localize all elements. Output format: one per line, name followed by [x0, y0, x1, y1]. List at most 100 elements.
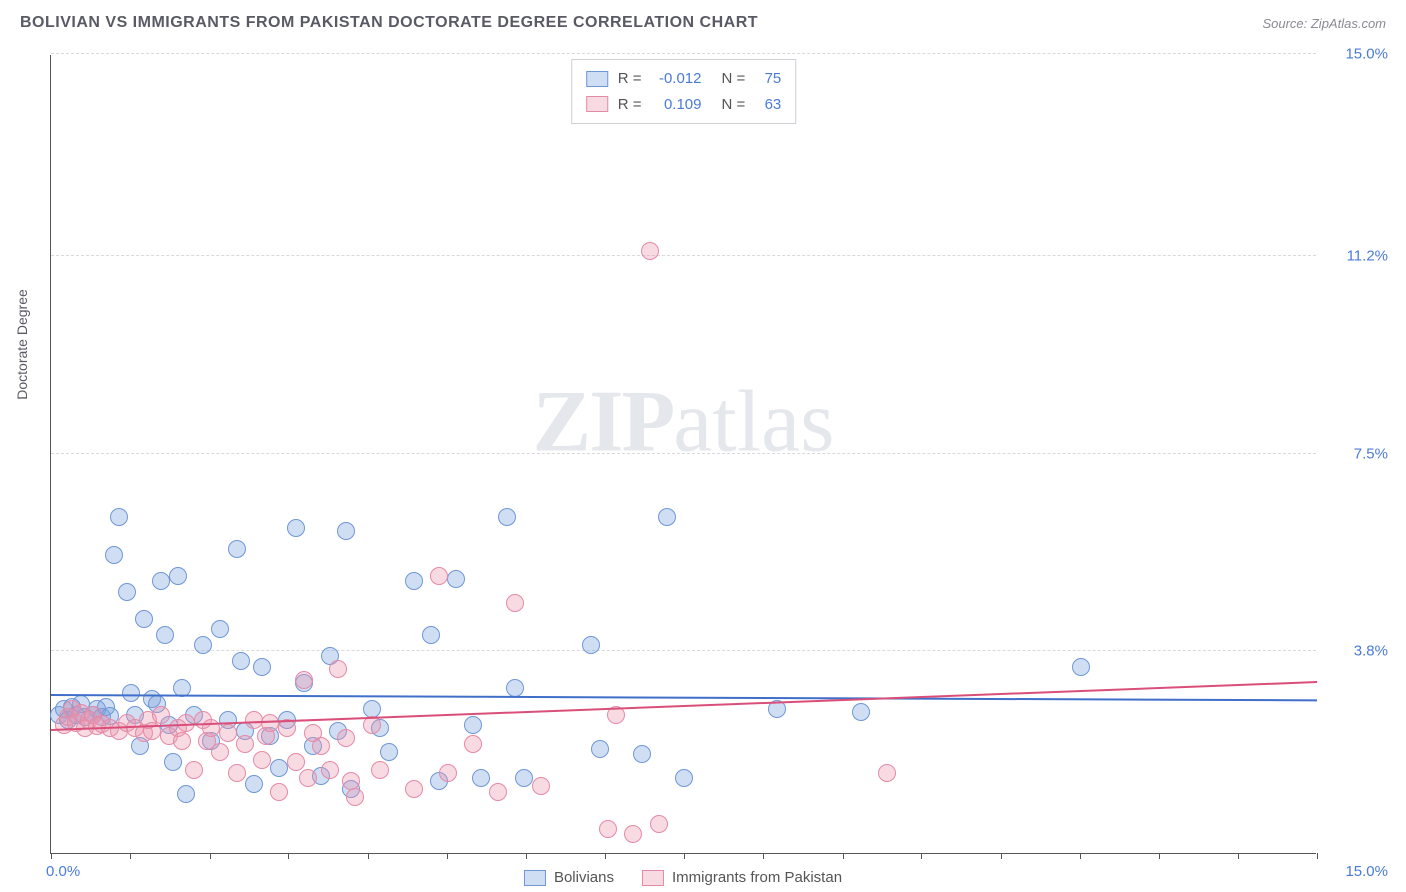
x-tick-mark: [1317, 853, 1318, 859]
data-point: [253, 658, 271, 676]
data-point: [299, 769, 317, 787]
data-point: [337, 522, 355, 540]
data-point: [650, 815, 668, 833]
data-point: [430, 567, 448, 585]
gridline: [51, 53, 1316, 54]
data-point: [878, 764, 896, 782]
x-tick-mark: [1159, 853, 1160, 859]
correlation-legend: R =-0.012N =75R =0.109N =63: [571, 59, 797, 124]
data-point: [464, 735, 482, 753]
data-point: [506, 679, 524, 697]
x-tick-min: 0.0%: [46, 863, 80, 880]
x-tick-mark: [447, 853, 448, 859]
x-tick-mark: [1001, 853, 1002, 859]
data-point: [228, 764, 246, 782]
x-tick-mark: [368, 853, 369, 859]
data-point: [346, 788, 364, 806]
data-point: [405, 780, 423, 798]
scatter-plot: ZIPatlas R =-0.012N =75R =0.109N =63 3.8…: [50, 55, 1316, 854]
data-point: [152, 706, 170, 724]
data-point: [232, 652, 250, 670]
data-point: [321, 761, 339, 779]
data-point: [515, 769, 533, 787]
data-point: [211, 743, 229, 761]
x-tick-mark: [763, 853, 764, 859]
x-tick-mark: [921, 853, 922, 859]
legend-row: R =-0.012N =75: [586, 66, 782, 92]
data-point: [245, 775, 263, 793]
series-legend: Bolivians Immigrants from Pakistan: [524, 869, 842, 886]
data-point: [177, 785, 195, 803]
data-point: [185, 761, 203, 779]
legend-swatch: [524, 870, 546, 886]
legend-n-label: N =: [722, 92, 746, 118]
data-point: [472, 769, 490, 787]
data-point: [236, 735, 254, 753]
x-tick-mark: [684, 853, 685, 859]
data-point: [624, 825, 642, 843]
x-tick-mark: [51, 853, 52, 859]
x-tick-mark: [1080, 853, 1081, 859]
trend-line: [51, 694, 1317, 701]
data-point: [852, 703, 870, 721]
data-point: [177, 714, 195, 732]
series-legend-item: Immigrants from Pakistan: [642, 869, 842, 886]
series-legend-item: Bolivians: [524, 869, 614, 886]
data-point: [599, 820, 617, 838]
x-tick-mark: [130, 853, 131, 859]
data-point: [219, 724, 237, 742]
data-point: [329, 660, 347, 678]
y-tick-label: 7.5%: [1328, 445, 1388, 462]
y-tick-label: 15.0%: [1328, 46, 1388, 63]
data-point: [312, 737, 330, 755]
data-point: [156, 626, 174, 644]
data-point: [591, 740, 609, 758]
chart-title: BOLIVIAN VS IMMIGRANTS FROM PAKISTAN DOC…: [20, 14, 758, 32]
data-point: [211, 620, 229, 638]
legend-swatch: [586, 71, 608, 87]
y-axis-label: Doctorate Degree: [14, 289, 30, 400]
x-tick-mark: [210, 853, 211, 859]
trend-line: [51, 681, 1317, 731]
data-point: [641, 242, 659, 260]
data-point: [173, 732, 191, 750]
watermark: ZIPatlas: [533, 372, 835, 473]
y-tick-label: 11.2%: [1328, 248, 1388, 265]
data-point: [633, 745, 651, 763]
x-tick-mark: [1238, 853, 1239, 859]
gridline: [51, 453, 1316, 454]
data-point: [194, 636, 212, 654]
data-point: [118, 583, 136, 601]
data-point: [498, 508, 516, 526]
legend-r-value: 0.109: [652, 92, 702, 118]
data-point: [658, 508, 676, 526]
data-point: [337, 729, 355, 747]
x-tick-mark: [605, 853, 606, 859]
data-point: [105, 546, 123, 564]
data-point: [287, 519, 305, 537]
data-point: [135, 610, 153, 628]
x-tick-mark: [526, 853, 527, 859]
x-tick-mark: [843, 853, 844, 859]
gridline: [51, 650, 1316, 651]
chart-area: Doctorate Degree ZIPatlas R =-0.012N =75…: [50, 55, 1316, 854]
data-point: [164, 753, 182, 771]
data-point: [439, 764, 457, 782]
data-point: [270, 783, 288, 801]
legend-n-value: 75: [755, 66, 781, 92]
data-point: [506, 594, 524, 612]
data-point: [371, 761, 389, 779]
data-point: [422, 626, 440, 644]
legend-r-label: R =: [618, 66, 642, 92]
data-point: [245, 711, 263, 729]
data-point: [1072, 658, 1090, 676]
data-point: [122, 684, 140, 702]
legend-swatch: [642, 870, 664, 886]
data-point: [532, 777, 550, 795]
data-point: [675, 769, 693, 787]
data-point: [110, 508, 128, 526]
data-point: [582, 636, 600, 654]
x-tick-max: 15.0%: [1328, 863, 1388, 880]
data-point: [380, 743, 398, 761]
y-tick-label: 3.8%: [1328, 642, 1388, 659]
